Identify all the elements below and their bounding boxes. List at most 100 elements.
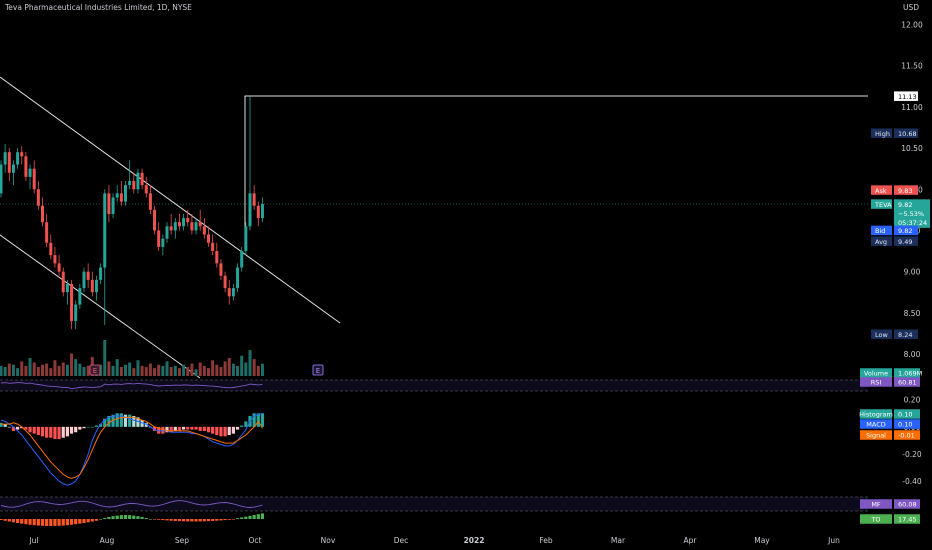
candle-body xyxy=(124,185,127,202)
macd-histogram-bar xyxy=(82,426,86,429)
volume-bar xyxy=(16,368,20,376)
macd-histogram-bar xyxy=(198,426,202,431)
time-axis-label: Apr xyxy=(684,536,698,545)
drawing-tools[interactable] xyxy=(0,76,868,379)
indicator-legend-value: 60.81 xyxy=(898,379,917,387)
macd-histogram-bar xyxy=(49,426,53,438)
currency-label[interactable]: USD xyxy=(903,3,920,12)
to-histogram-bar xyxy=(219,519,223,521)
indicator-legend-value: 17.45 xyxy=(898,516,917,524)
macd-panel[interactable]: 0.200.00-0.20-0.40Histogram0.10MACD0.10S… xyxy=(0,396,922,486)
macd-histogram-bar xyxy=(65,426,69,437)
volume-bar xyxy=(165,361,169,376)
to-histogram-bar xyxy=(107,517,111,519)
to-histogram-bar xyxy=(0,519,3,520)
volume-bar xyxy=(0,365,3,376)
to-histogram-bar xyxy=(65,519,69,526)
earnings-marker xyxy=(312,364,324,376)
time-axis-label: Dec xyxy=(394,536,409,545)
volume-bar xyxy=(115,359,119,376)
volume-bar xyxy=(173,365,177,376)
candle-body xyxy=(190,222,194,231)
volume-bar xyxy=(57,365,61,376)
volume-bar xyxy=(124,364,127,376)
price-label-tag-bg xyxy=(871,329,892,339)
candle-body xyxy=(144,185,148,194)
price-label-name: Bid xyxy=(875,227,885,235)
candle-body xyxy=(198,222,202,227)
candle-body xyxy=(86,271,90,280)
to-histogram-bar xyxy=(36,519,40,526)
to-histogram-bar xyxy=(128,515,132,519)
to-histogram-bar xyxy=(202,519,206,522)
indicator-legend-name: Histogram xyxy=(859,411,893,419)
to-histogram-bar xyxy=(99,519,103,520)
macd-histogram-bar xyxy=(123,414,128,427)
indicator-legend-value-bg xyxy=(894,499,920,509)
indicator-legend-name-bg xyxy=(860,419,892,429)
macd-histogram-bar xyxy=(0,422,3,427)
indicator-legend-name-bg xyxy=(860,377,892,387)
volume-bar xyxy=(236,365,240,376)
volume-bar xyxy=(227,358,231,376)
indicator-legend-name: MACD xyxy=(866,421,885,429)
to-histogram-bar xyxy=(152,519,157,520)
mfi-panel[interactable]: MF 60.08 xyxy=(0,496,920,512)
horizontal-ray-line xyxy=(244,95,868,251)
indicator-legend-value-bg xyxy=(894,430,920,440)
candle-body xyxy=(57,263,61,272)
to-histogram-bar xyxy=(211,519,215,521)
price-tick-label: 8.00 xyxy=(904,350,921,359)
to-histogram-bar xyxy=(248,515,252,519)
volume-bar xyxy=(248,350,252,376)
macd-histogram-bar xyxy=(103,418,107,427)
to-panel[interactable]: TO 17.45 xyxy=(0,513,920,526)
macd-histogram-bar xyxy=(190,426,194,430)
rsi-panel[interactable]: Volume 1.069M RSI 60.81 xyxy=(0,368,922,392)
price-tick-label: 12.00 xyxy=(901,21,923,30)
to-histogram-bar xyxy=(57,519,61,526)
time-axis-label: Mar xyxy=(611,536,626,545)
volume-bar xyxy=(140,365,144,376)
volume-bar xyxy=(223,361,227,376)
macd-histogram-bar xyxy=(94,425,99,427)
indicator-legend-value-bg xyxy=(894,514,920,524)
volume-bar xyxy=(215,364,219,376)
chart-title: Teva Pharmaceutical Industries Limited, … xyxy=(5,3,192,12)
candle-body xyxy=(107,193,111,214)
macd-histogram-bar xyxy=(28,426,32,433)
macd-histogram-bar xyxy=(202,426,206,431)
candle-body xyxy=(260,204,264,219)
candle-body xyxy=(53,255,57,264)
candle-body xyxy=(182,218,186,227)
candle-body xyxy=(161,238,165,247)
to-histogram-bar xyxy=(161,519,165,521)
time-axis[interactable]: Jul Aug Sep Oct Nov Dec 2022 Feb Mar Apr May Jun xyxy=(28,536,840,545)
candle-body xyxy=(70,283,74,322)
price-label-tag-bg xyxy=(871,236,892,246)
time-axis-label: Oct xyxy=(249,536,262,545)
price-label-value-bg xyxy=(894,236,918,246)
to-histogram-bar xyxy=(74,519,78,525)
to-histogram-bar xyxy=(186,519,190,522)
macd-histogram-bar xyxy=(182,426,186,430)
volume-bar xyxy=(99,364,103,376)
indicator-legend-name: Signal xyxy=(866,432,886,440)
to-histogram-bar xyxy=(136,516,140,519)
macd-histogram-bar xyxy=(165,426,169,433)
candle-body xyxy=(103,193,107,268)
price-tick-label: 10.50 xyxy=(901,144,923,153)
to-histogram-bar xyxy=(169,519,173,521)
macd-histogram-bar xyxy=(227,426,231,435)
candle-body xyxy=(207,234,210,243)
volume-bar xyxy=(182,364,186,376)
to-histogram-bar xyxy=(194,519,198,522)
candle-body xyxy=(28,168,32,177)
macd-histogram-bar xyxy=(136,417,140,427)
candle-body xyxy=(74,304,78,322)
candle-body xyxy=(32,168,36,190)
time-axis-label: Aug xyxy=(100,536,115,545)
macd-histogram-bar xyxy=(231,426,235,434)
